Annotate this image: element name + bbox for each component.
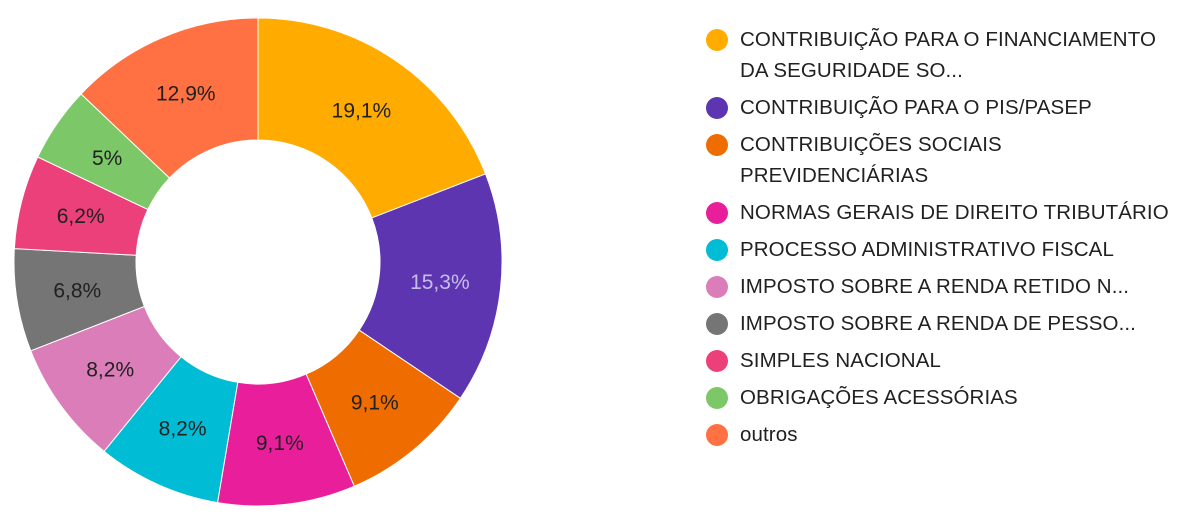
legend-swatch-icon <box>706 97 728 119</box>
legend-item[interactable]: PROCESSO ADMINISTRATIVO FISCAL <box>706 234 1186 265</box>
slice-value-label: 15,3% <box>410 271 470 294</box>
slice-value-label: 6,8% <box>53 279 101 302</box>
legend-label: NORMAS GERAIS DE DIREITO TRIBUTÁRIO <box>740 201 1169 224</box>
slice-value-label: 9,1% <box>351 391 399 414</box>
legend-swatch-icon <box>706 29 728 51</box>
legend-swatch-icon <box>706 202 728 224</box>
legend-label: IMPOSTO SOBRE A RENDA RETIDO N... <box>740 275 1130 298</box>
legend-item[interactable]: CONTRIBUIÇÃO PARA O FINANCIAMENTO DA SEG… <box>706 24 1186 86</box>
donut-slice[interactable] <box>257 17 487 219</box>
slice-value-label: 5% <box>92 147 122 170</box>
legend-swatch-icon <box>706 350 728 372</box>
legend-swatch-icon <box>706 313 728 335</box>
legend-label: PROCESSO ADMINISTRATIVO FISCAL <box>740 238 1114 261</box>
legend-label: SIMPLES NACIONAL <box>740 349 941 372</box>
legend-item[interactable]: IMPOSTO SOBRE A RENDA DE PESSO... <box>706 308 1186 339</box>
legend-swatch-icon <box>706 134 728 156</box>
slice-value-label: 12,9% <box>156 82 216 105</box>
slice-value-label: 6,2% <box>57 205 105 228</box>
legend-item[interactable]: CONTRIBUIÇÕES SOCIAIS PREVIDENCIÁRIAS <box>706 129 1186 191</box>
legend-item[interactable]: SIMPLES NACIONAL <box>706 345 1186 376</box>
donut-slice[interactable] <box>80 17 259 179</box>
legend-item[interactable]: NORMAS GERAIS DE DIREITO TRIBUTÁRIO <box>706 197 1186 228</box>
chart-legend: CONTRIBUIÇÃO PARA O FINANCIAMENTO DA SEG… <box>706 24 1186 456</box>
legend-item[interactable]: CONTRIBUIÇÃO PARA O PIS/PASEP <box>706 92 1186 123</box>
donut-slices <box>13 17 503 507</box>
legend-item[interactable]: IMPOSTO SOBRE A RENDA RETIDO N... <box>706 271 1186 302</box>
legend-swatch-icon <box>706 424 728 446</box>
legend-item[interactable]: OBRIGAÇÕES ACESSÓRIAS <box>706 382 1186 413</box>
legend-item[interactable]: outros <box>706 419 1186 450</box>
slice-value-label: 9,1% <box>256 432 304 455</box>
legend-swatch-icon <box>706 276 728 298</box>
legend-label: OBRIGAÇÕES ACESSÓRIAS <box>740 386 1018 409</box>
slice-value-label: 8,2% <box>86 358 134 381</box>
legend-label: IMPOSTO SOBRE A RENDA DE PESSO... <box>740 312 1136 335</box>
legend-label: CONTRIBUIÇÕES SOCIAIS PREVIDENCIÁRIAS <box>740 133 1002 187</box>
legend-swatch-icon <box>706 239 728 261</box>
legend-swatch-icon <box>706 387 728 409</box>
donut-chart: 19,1% 15,3% 9,1% 9,1% 8,2% 8,2% 6,8% 6,2% 5% 12,9… <box>13 17 503 507</box>
donut-value-labels: 19,1% 15,3% 9,1% 9,1% 8,2% 8,2% 6,8% 6,2% 5% 12,9… <box>53 82 469 455</box>
slice-value-label: 8,2% <box>159 417 207 440</box>
legend-label: CONTRIBUIÇÃO PARA O FINANCIAMENTO DA SEG… <box>740 28 1157 82</box>
legend-label: outros <box>740 423 798 446</box>
donut-slice[interactable] <box>358 173 503 400</box>
slice-value-label: 19,1% <box>332 100 392 123</box>
legend-label: CONTRIBUIÇÃO PARA O PIS/PASEP <box>740 96 1092 119</box>
